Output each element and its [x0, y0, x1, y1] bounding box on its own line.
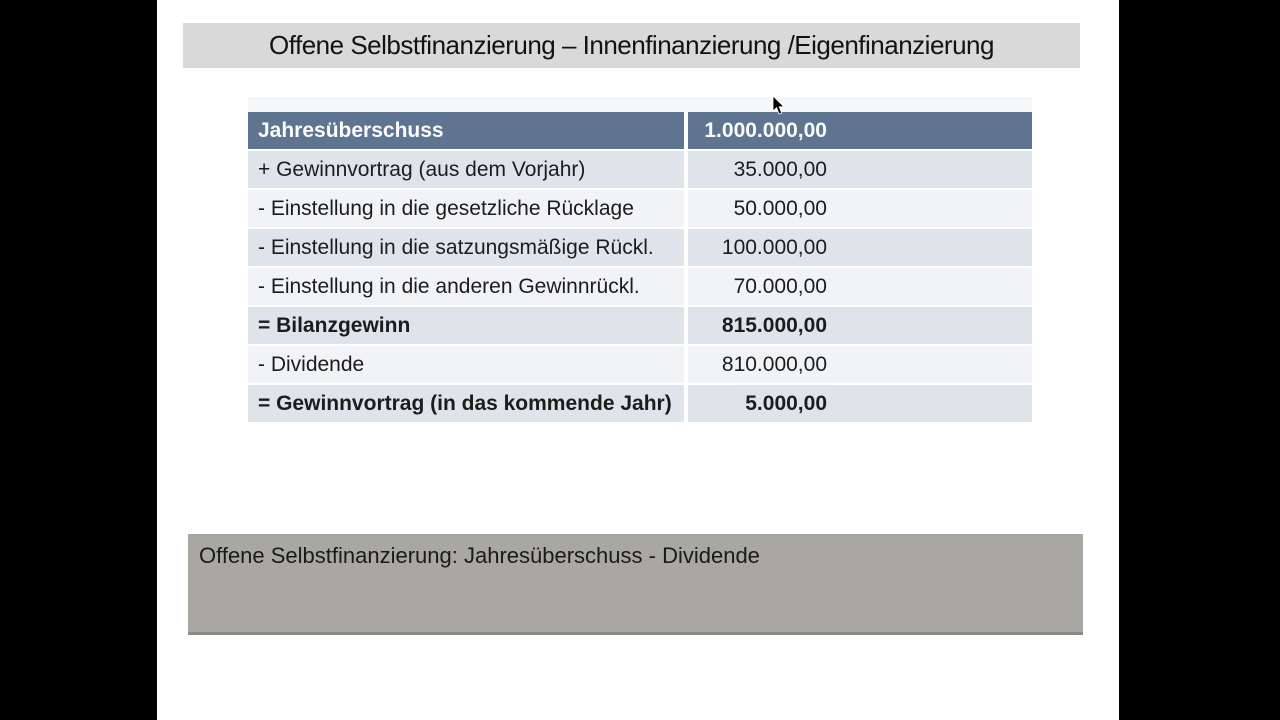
table-row: - Einstellung in die satzungsmäßige Rück…: [248, 229, 1032, 268]
column-divider: [684, 190, 688, 227]
table-row: - Einstellung in die gesetzliche Rücklag…: [248, 190, 1032, 229]
row-label: - Dividende: [248, 346, 684, 383]
row-label: = Bilanzgewinn: [248, 307, 684, 344]
letterbox-left: [0, 0, 157, 720]
note-text: Offene Selbstfinanzierung: Jahresübersch…: [199, 543, 760, 568]
table-top-strip: [248, 97, 1032, 112]
table-row: - Dividende 810.000,00: [248, 346, 1032, 385]
note-box: Offene Selbstfinanzierung: Jahresübersch…: [188, 534, 1083, 635]
row-value: 815.000,00: [688, 307, 1032, 344]
column-divider: [684, 112, 688, 149]
row-label: = Gewinnvortrag (in das kommende Jahr): [248, 385, 684, 422]
financing-table: Jahresüberschuss 1.000.000,00 + Gewinnvo…: [248, 97, 1032, 424]
slide-title: Offene Selbstfinanzierung – Innenfinanzi…: [269, 30, 994, 60]
row-value: 5.000,00: [688, 385, 1032, 422]
column-divider: [684, 268, 688, 305]
row-value: 810.000,00: [688, 346, 1032, 383]
row-value: 70.000,00: [688, 268, 1032, 305]
table-row: - Einstellung in die anderen Gewinnrückl…: [248, 268, 1032, 307]
mouse-cursor-icon: [772, 96, 785, 115]
row-label: - Einstellung in die anderen Gewinnrückl…: [248, 268, 684, 305]
row-label: - Einstellung in die gesetzliche Rücklag…: [248, 190, 684, 227]
row-label: + Gewinnvortrag (aus dem Vorjahr): [248, 151, 684, 188]
row-value: 35.000,00: [688, 151, 1032, 188]
slide-title-bar: Offene Selbstfinanzierung – Innenfinanzi…: [183, 23, 1080, 68]
letterbox-right: [1119, 0, 1280, 720]
table-row-total: = Gewinnvortrag (in das kommende Jahr) 5…: [248, 385, 1032, 424]
column-divider: [684, 346, 688, 383]
row-label: - Einstellung in die satzungsmäßige Rück…: [248, 229, 684, 266]
column-divider: [684, 385, 688, 422]
column-divider: [684, 229, 688, 266]
table-header-row: Jahresüberschuss 1.000.000,00: [248, 112, 1032, 151]
table-row: + Gewinnvortrag (aus dem Vorjahr) 35.000…: [248, 151, 1032, 190]
row-value: 100.000,00: [688, 229, 1032, 266]
header-value: 1.000.000,00: [688, 112, 1032, 149]
header-label: Jahresüberschuss: [248, 112, 684, 149]
table-row-total: = Bilanzgewinn 815.000,00: [248, 307, 1032, 346]
row-value: 50.000,00: [688, 190, 1032, 227]
column-divider: [684, 151, 688, 188]
column-divider: [684, 307, 688, 344]
